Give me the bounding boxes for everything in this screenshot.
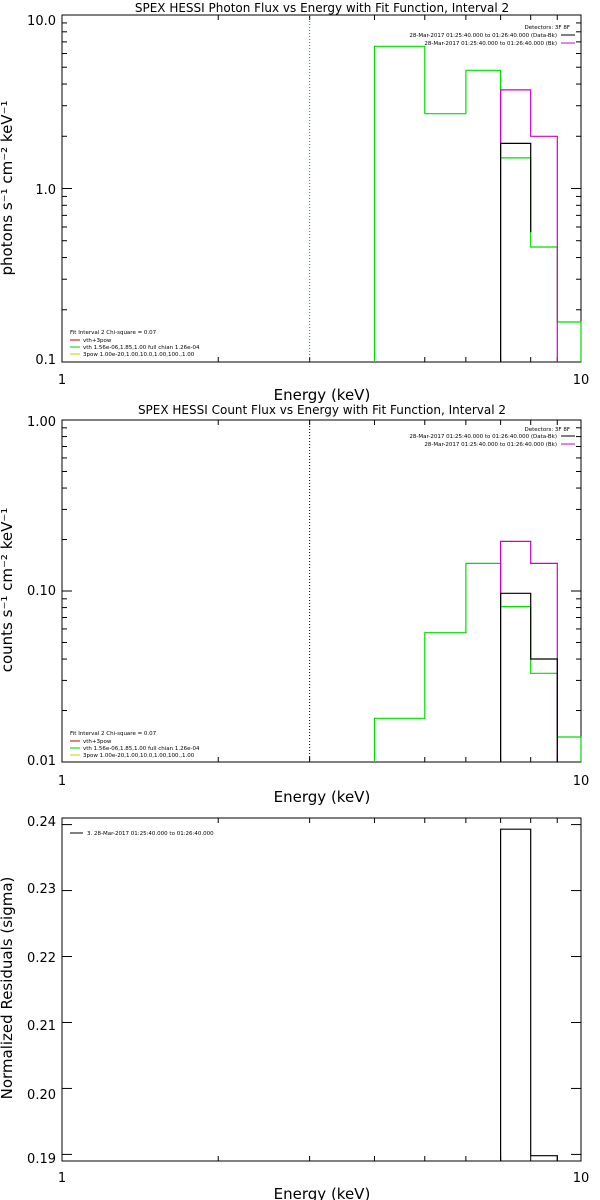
panel3-series-residuals [500, 828, 558, 1161]
panel2-xtick-1: 1 [58, 774, 66, 789]
panel1-legend-right-0: 28-Mar-2017 01:25:40.000 to 01:26:40.000… [409, 33, 557, 39]
panel1-xlabel: Energy (keV) [274, 386, 371, 404]
panel1-series-data-bk [500, 142, 532, 362]
panel2-legend-right-0: 28-Mar-2017 01:25:40.000 to 01:26:40.000… [409, 434, 557, 440]
panel3-xtick-10: 10 [573, 1171, 590, 1186]
panel2-xlabel: Energy (keV) [274, 788, 371, 806]
panel3-xlabel: Energy (keV) [274, 1185, 371, 1200]
panel1-title: SPEX HESSI Photon Flux vs Energy with Fi… [135, 1, 509, 15]
panel3-ylabel: Normalized Residuals (sigma) [0, 877, 16, 1100]
panel2-ytick-0: 0.01 [27, 754, 56, 769]
panel2-series-vth [373, 562, 582, 762]
panel2-legend-left-0: Fit Interval 2 Chi-square = 0.07 [70, 731, 157, 737]
panel1-xtick-1: 1 [58, 373, 66, 388]
panel2-frame [61, 419, 582, 763]
panel2-detectors-header: Detectors: 3F 8F [524, 427, 570, 433]
panel3-ytick-1: 0.20 [27, 1088, 56, 1103]
panel1-series-bk [500, 89, 558, 362]
panel1-legend-left-1: vth+3pow [83, 338, 112, 344]
panel2-legend-left-3: 3pow 1.00e-20,1.00,10.0,1.00,100.,1.00 [83, 753, 195, 759]
panel2-series-bk [500, 540, 558, 762]
panel2-legend-left-2: vth 1.56e-06,1.85,1.00 full chian 1.26e-… [83, 746, 200, 752]
panel1-ytick-2: 10.0 [27, 14, 56, 29]
panel3-ytick-4: 0.23 [27, 882, 56, 897]
panel3-ytick-2: 0.21 [27, 1019, 56, 1034]
panel2-ytick-2: 1.00 [27, 415, 56, 430]
panel1-ylabel: photons s⁻¹ cm⁻² keV⁻¹ [0, 101, 16, 276]
panel1-legend-right-1: 28-Mar-2017 01:25:40.000 to 01:26:40.000… [424, 41, 557, 47]
panel1-legend-left-2: vth 1.56e-06,1.85,1.00 full chian 1.26e-… [83, 345, 200, 351]
panel2-title: SPEX HESSI Count Flux vs Energy with Fit… [138, 403, 506, 417]
panel3-ytick-5: 0.24 [27, 815, 56, 830]
panel1-frame [61, 14, 582, 363]
panel1-ytick-0: 0.1 [35, 353, 56, 368]
panel1-detectors-header: Detectors: 3F 8F [524, 25, 570, 31]
panel3-ytick-3: 0.22 [27, 951, 56, 966]
panel2-series-data-bk [500, 592, 558, 762]
panel3-frame [61, 817, 582, 1162]
panel1-ytick-1: 1.0 [35, 183, 56, 198]
panel2-legend-left-1: vth+3pow [83, 739, 112, 745]
panel3-ytick-0: 0.19 [27, 1152, 56, 1167]
panel1-series-vth [373, 45, 582, 362]
panel3-xtick-1: 1 [58, 1171, 66, 1186]
panel2-xtick-10: 10 [573, 774, 590, 789]
panel1-legend-left-0: Fit Interval 2 Chi-square = 0.07 [70, 330, 157, 336]
panel3-legend-0: 3. 28-Mar-2017 01:25:40.000 to 01:26:40.… [87, 831, 214, 837]
panel2-legend-right-1: 28-Mar-2017 01:25:40.000 to 01:26:40.000… [424, 442, 557, 448]
panel2-ytick-1: 0.10 [27, 584, 56, 599]
panel1-legend-left-3: 3pow 1.00e-20,1.00,10.0,1.00,100.,1.00 [83, 352, 195, 358]
panel1-xtick-10: 10 [573, 373, 590, 388]
panel2-ylabel: counts s⁻¹ cm⁻² keV⁻¹ [0, 508, 16, 673]
